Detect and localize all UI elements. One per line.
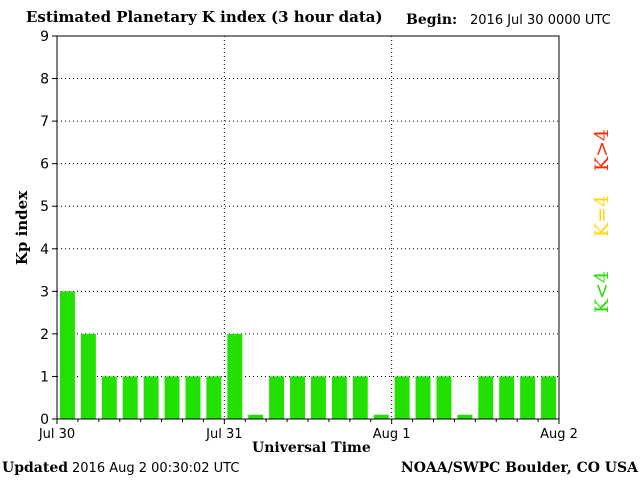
y-axis-label: Kp index: [13, 190, 31, 266]
y-tick-label: 8: [40, 72, 49, 88]
kp-bar: [436, 376, 452, 419]
kp-bar: [457, 414, 473, 419]
y-tick-label: 6: [40, 157, 49, 173]
kp-bar: [269, 376, 285, 419]
kp-bar: [499, 376, 515, 419]
kp-bar: [143, 376, 159, 419]
kp-bar: [373, 414, 389, 419]
kp-bar: [290, 376, 305, 419]
begin-value: 2016 Jul 30 0000 UTC: [470, 13, 611, 28]
legend-k-less-4: K<4: [591, 270, 613, 314]
kp-bar: [60, 291, 75, 419]
y-tick-label: 1: [40, 369, 49, 385]
y-tick-label: 3: [40, 284, 49, 300]
kp-bar: [541, 376, 556, 419]
begin-label: Begin:: [406, 12, 458, 28]
x-tick-label: Aug 1: [373, 427, 411, 442]
kp-bar: [122, 376, 138, 419]
x-axis-label: Universal Time: [252, 440, 371, 456]
kp-bar: [520, 376, 536, 419]
x-tick-label: Jul 30: [38, 427, 75, 442]
kp-bar: [394, 376, 410, 419]
updated-label: Updated: [2, 460, 69, 476]
kp-bar: [101, 376, 117, 419]
x-tick-label: Jul 31: [205, 427, 242, 442]
y-tick-label: 9: [40, 29, 49, 45]
kp-bar: [331, 376, 347, 419]
kp-bar: [80, 333, 96, 419]
credit-text: NOAA/SWPC Boulder, CO USA: [400, 460, 638, 476]
kp-bar: [248, 414, 264, 419]
plot-frame: [56, 35, 560, 420]
kp-bar: [352, 376, 368, 419]
kp-bar: [415, 376, 431, 419]
y-tick-label: 5: [40, 199, 49, 215]
chart-title: Estimated Planetary K index (3 hour data…: [26, 8, 383, 26]
legend-k-equal-4: K=4: [591, 194, 613, 238]
kp-bar: [164, 376, 180, 419]
updated-value: 2016 Aug 2 00:30:02 UTC: [72, 461, 240, 476]
kp-bar: [206, 376, 222, 419]
legend-k-greater-4: K>4: [591, 128, 613, 172]
kp-bar: [311, 376, 326, 419]
y-tick-label: 4: [40, 242, 49, 258]
y-tick-label: 0: [40, 412, 49, 428]
kp-bar: [227, 333, 243, 419]
y-tick-label: 2: [40, 327, 49, 343]
x-tick-label: Aug 2: [540, 427, 578, 442]
y-tick-label: 7: [40, 114, 49, 130]
kp-bar: [185, 376, 201, 419]
kp-bar: [478, 376, 494, 419]
